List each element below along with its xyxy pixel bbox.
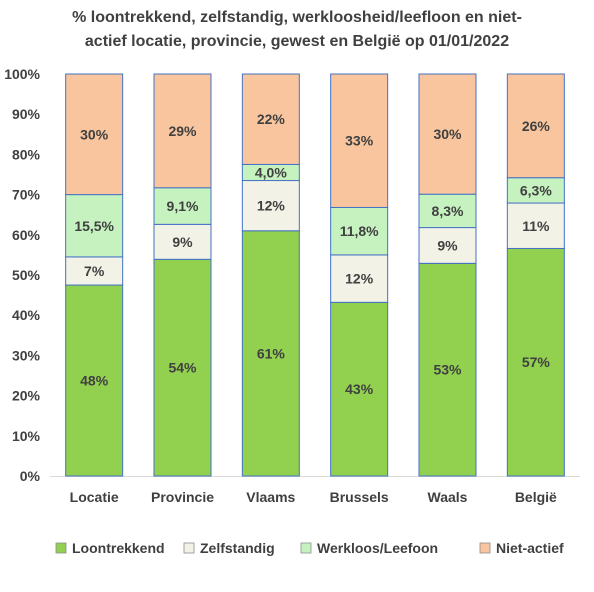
bar-segment xyxy=(330,206,389,256)
chart-title: % loontrekkend, zelfstandig, werklooshei… xyxy=(0,6,594,54)
bar-segment xyxy=(153,73,212,189)
bar-segment xyxy=(65,284,124,477)
bar-segment xyxy=(506,202,565,249)
bar-segment xyxy=(65,194,124,258)
data-label: 9% xyxy=(437,237,458,253)
y-tick-label: 50% xyxy=(12,267,41,283)
data-label: 54% xyxy=(168,360,197,376)
y-tick-label: 60% xyxy=(12,227,41,243)
legend-swatch xyxy=(300,542,312,554)
data-label: 53% xyxy=(433,362,462,378)
data-label: 43% xyxy=(345,381,374,397)
data-label: 29% xyxy=(168,123,197,139)
bar-segment xyxy=(153,258,212,477)
data-label: 9% xyxy=(172,234,193,250)
category-label: Vlaams xyxy=(246,489,295,505)
legend-label: Zelfstandig xyxy=(200,540,275,556)
y-tick-label: 100% xyxy=(4,66,40,82)
category-label: Locatie xyxy=(70,489,119,505)
y-tick-label: 40% xyxy=(12,307,41,323)
data-label: 11% xyxy=(522,218,550,234)
data-label: 7% xyxy=(84,263,105,279)
data-label: 12% xyxy=(345,271,374,287)
legend-label: Werkloos/Leefoon xyxy=(317,540,438,556)
data-label: 26% xyxy=(522,118,551,134)
category-label: Provincie xyxy=(151,489,214,505)
data-label: 48% xyxy=(80,373,109,389)
category-label: Waals xyxy=(428,489,468,505)
bar-segment xyxy=(418,73,477,195)
bar-segment xyxy=(330,301,389,477)
bar-segment xyxy=(418,227,477,264)
data-label: 33% xyxy=(345,133,374,149)
legend-label: Niet-actief xyxy=(496,540,564,556)
data-label: 9,1% xyxy=(167,198,199,214)
bar-segment xyxy=(418,193,477,229)
chart-title-line-2: actief locatie, provincie, gewest en Bel… xyxy=(84,33,510,50)
data-label: 30% xyxy=(433,126,462,142)
category-label: België xyxy=(515,489,557,505)
y-tick-label: 30% xyxy=(12,347,41,363)
data-label: 4,0% xyxy=(255,164,287,180)
y-tick-label: 10% xyxy=(12,428,41,444)
bar-segment xyxy=(330,254,389,303)
y-tick-label: 20% xyxy=(12,388,41,404)
legend-swatch xyxy=(183,542,195,554)
legend-label: Loontrekkend xyxy=(72,540,165,556)
category-label: Brussels xyxy=(330,489,389,505)
bar-segment xyxy=(418,262,477,477)
bar-segment xyxy=(153,187,212,225)
y-tick-label: 90% xyxy=(12,106,41,122)
bar-segment xyxy=(506,73,565,179)
data-label: 8,3% xyxy=(432,203,464,219)
bar-segment xyxy=(241,73,300,165)
data-label: 12% xyxy=(257,198,286,214)
chart-title-line-1: % loontrekkend, zelfstandig, werklooshei… xyxy=(72,9,522,26)
data-label: 6,3% xyxy=(520,182,552,198)
bar-segment xyxy=(241,180,300,232)
data-label: 57% xyxy=(522,354,551,370)
y-tick-label: 80% xyxy=(12,146,41,162)
data-label: 22% xyxy=(257,111,286,127)
bar-segment xyxy=(153,223,212,260)
bar-segment xyxy=(65,73,124,196)
y-tick-label: 0% xyxy=(20,468,41,484)
data-label: 30% xyxy=(80,126,109,142)
data-label: 61% xyxy=(257,345,286,361)
bar-segment xyxy=(330,73,389,208)
bar-segment xyxy=(506,247,565,477)
data-label: 11,8% xyxy=(340,223,379,239)
legend-swatch xyxy=(55,542,67,554)
bar-segment xyxy=(241,230,300,477)
legend-swatch xyxy=(479,542,491,554)
data-label: 15,5% xyxy=(74,218,114,234)
y-tick-label: 70% xyxy=(12,187,41,203)
